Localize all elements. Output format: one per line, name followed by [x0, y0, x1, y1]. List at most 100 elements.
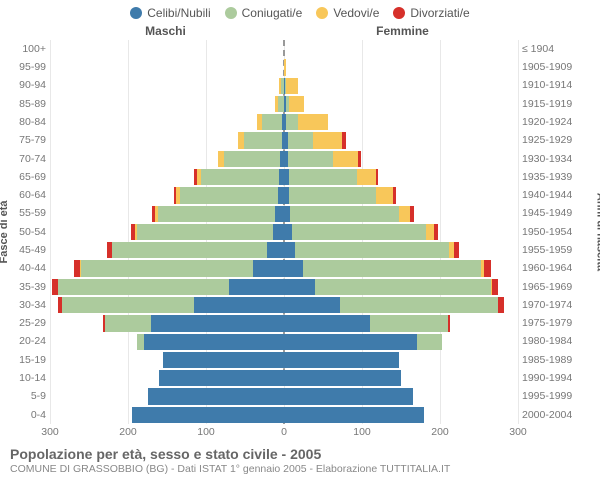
bar-male — [58, 297, 284, 313]
bar-female — [284, 206, 414, 222]
y-right-tick: 1925-1929 — [522, 131, 582, 149]
footer-title: Popolazione per età, sesso e stato civil… — [10, 446, 592, 462]
bar-segment — [333, 151, 358, 167]
pyramid-row — [50, 113, 518, 131]
pyramid-row — [50, 369, 518, 387]
bar-segment — [298, 114, 328, 130]
y-right-tick: 1945-1949 — [522, 205, 582, 223]
y-left-tick: 40-44 — [8, 259, 46, 277]
bar-segment — [484, 260, 492, 276]
bar-segment — [342, 132, 345, 148]
legend-label: Coniugati/e — [242, 6, 303, 20]
pyramid-row — [50, 241, 518, 259]
legend-item: Vedovi/e — [316, 6, 379, 20]
x-tick: 200 — [431, 426, 449, 438]
y-axis-right: ≤ 19041905-19091910-19141915-19191920-19… — [518, 40, 582, 424]
bar-female — [284, 388, 413, 404]
y-axis-right-title: Anni di nascita — [594, 193, 600, 271]
bar-segment — [62, 297, 195, 313]
bar-segment — [284, 388, 413, 404]
bar-segment — [284, 279, 315, 295]
y-right-tick: 1940-1944 — [522, 186, 582, 204]
y-right-tick: 1980-1984 — [522, 333, 582, 351]
y-axis-left-title: Fasce di età — [0, 201, 10, 264]
legend-item: Coniugati/e — [225, 6, 303, 20]
bar-segment — [284, 352, 399, 368]
bar-segment — [376, 169, 378, 185]
bar-segment — [358, 151, 361, 167]
bar-segment — [158, 206, 275, 222]
pyramid-rows — [50, 40, 518, 424]
bar-female — [284, 370, 401, 386]
legend-label: Celibi/Nubili — [147, 6, 210, 20]
bar-segment — [288, 151, 333, 167]
bar-segment — [289, 169, 358, 185]
y-left-tick: 25-29 — [8, 314, 46, 332]
bar-segment — [399, 206, 410, 222]
bar-segment — [284, 59, 286, 75]
pyramid-row — [50, 58, 518, 76]
bar-female — [284, 96, 304, 112]
bar-segment — [498, 297, 504, 313]
bar-segment — [286, 114, 298, 130]
bar-segment — [229, 279, 284, 295]
legend-swatch — [225, 7, 237, 19]
bar-segment — [492, 279, 498, 295]
pyramid-row — [50, 186, 518, 204]
bar-male — [52, 279, 284, 295]
bar-segment — [163, 352, 284, 368]
bar-segment — [253, 260, 284, 276]
bar-segment — [58, 279, 230, 295]
bar-segment — [275, 206, 284, 222]
bar-male — [174, 187, 284, 203]
bar-male — [194, 169, 284, 185]
y-left-tick: 95-99 — [8, 58, 46, 76]
bar-segment — [194, 297, 284, 313]
legend-label: Divorziati/e — [410, 6, 469, 20]
x-tick: 300 — [509, 426, 527, 438]
y-right-tick: 1905-1909 — [522, 58, 582, 76]
y-right-tick: 1960-1964 — [522, 259, 582, 277]
legend-swatch — [316, 7, 328, 19]
bar-segment — [201, 169, 279, 185]
x-tick: 200 — [119, 426, 137, 438]
bar-male — [152, 206, 284, 222]
bar-segment — [454, 242, 459, 258]
y-left-tick: 55-59 — [8, 205, 46, 223]
bar-segment — [393, 187, 396, 203]
y-right-tick: 1910-1914 — [522, 77, 582, 95]
y-left-tick: 20-24 — [8, 333, 46, 351]
legend-swatch — [130, 7, 142, 19]
legend-item: Divorziati/e — [393, 6, 469, 20]
bar-male — [131, 224, 284, 240]
y-left-tick: 35-39 — [8, 278, 46, 296]
bar-female — [284, 279, 498, 295]
bar-segment — [132, 407, 284, 423]
header-female: Femmine — [287, 24, 518, 38]
column-headers: Maschi Femmine — [8, 24, 592, 38]
y-left-tick: 45-49 — [8, 241, 46, 259]
bar-female — [284, 260, 491, 276]
y-right-tick: 1975-1979 — [522, 314, 582, 332]
bar-segment — [376, 187, 393, 203]
bar-female — [284, 59, 286, 75]
y-right-tick: 1950-1954 — [522, 223, 582, 241]
y-right-tick: 1990-1994 — [522, 369, 582, 387]
y-right-tick: ≤ 1904 — [522, 40, 582, 58]
bar-female — [284, 315, 450, 331]
bar-female — [284, 242, 459, 258]
bar-segment — [105, 315, 152, 331]
bar-segment — [262, 114, 282, 130]
y-right-tick: 1915-1919 — [522, 95, 582, 113]
y-left-tick: 60-64 — [8, 186, 46, 204]
bar-segment — [426, 224, 434, 240]
y-right-tick: 1935-1939 — [522, 168, 582, 186]
bar-segment — [288, 132, 313, 148]
y-right-tick: 1965-1969 — [522, 278, 582, 296]
bar-segment — [284, 407, 424, 423]
y-left-tick: 5-9 — [8, 387, 46, 405]
bar-male — [238, 132, 284, 148]
bar-segment — [144, 334, 284, 350]
bar-female — [284, 187, 396, 203]
pyramid-row — [50, 406, 518, 424]
